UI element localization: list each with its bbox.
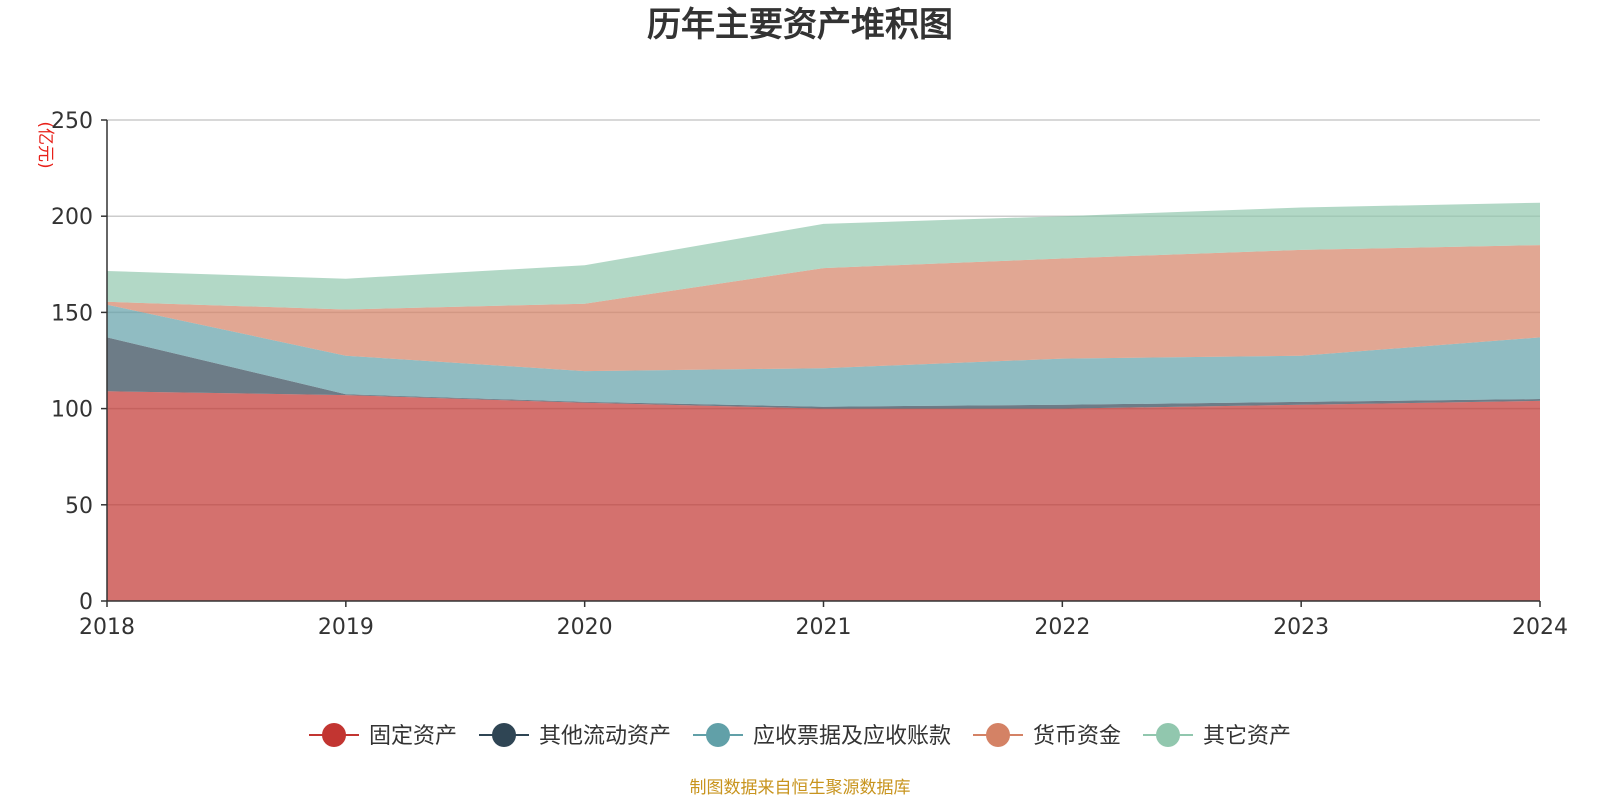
chart-title: 历年主要资产堆积图 (647, 5, 953, 45)
y-tick-label-200: 200 (51, 205, 93, 230)
legend-item-1[interactable]: 其他流动资产 (479, 723, 671, 749)
y-tick-label-250: 250 (51, 109, 93, 134)
legend-item-0[interactable]: 固定资产 (309, 723, 457, 749)
legend-item-4[interactable]: 其它资产 (1143, 723, 1291, 749)
y-tick-label-0: 0 (79, 590, 93, 615)
area-series-4 (107, 202, 1540, 310)
area-series-1 (107, 337, 1540, 409)
source-note: 制图数据来自恒生聚源数据库 (690, 778, 911, 798)
x-tick-label-2022: 2022 (1034, 615, 1090, 640)
x-tick-label-2019: 2019 (318, 615, 374, 640)
y-axis-unit-label: (亿元) (35, 121, 55, 168)
x-tick-label-2020: 2020 (557, 615, 613, 640)
legend-marker-4 (1156, 723, 1180, 747)
legend-label-0: 固定资产 (369, 724, 457, 749)
axes: 0 50 100 150 200 250 2018 2019 2020 2021 2022 2023 2… (51, 109, 1568, 640)
y-tick-label-150: 150 (51, 301, 93, 326)
legend-marker-1 (492, 723, 516, 747)
area-series (107, 202, 1540, 601)
legend-marker-2 (706, 723, 730, 747)
legend-item-2[interactable]: 应收票据及应收账款 (693, 723, 951, 749)
y-tick-label-100: 100 (51, 398, 93, 423)
x-tick-label-2021: 2021 (796, 615, 852, 640)
legend-item-3[interactable]: 货币资金 (973, 723, 1121, 749)
legend-label-4: 其它资产 (1203, 724, 1291, 749)
legend-label-1: 其他流动资产 (539, 724, 671, 749)
legend-label-3: 货币资金 (1033, 724, 1121, 749)
legend-marker-3 (986, 723, 1010, 747)
y-tick-label-50: 50 (65, 494, 93, 519)
x-tick-label-2018: 2018 (79, 615, 135, 640)
area-series-0 (107, 391, 1540, 601)
legend[interactable]: 固定资产 其他流动资产 应收票据及应收账款 货币资金 其它资产 (309, 723, 1291, 749)
legend-marker-0 (322, 723, 346, 747)
legend-label-2: 应收票据及应收账款 (753, 724, 951, 749)
area-series-2 (107, 304, 1540, 407)
x-tick-label-2023: 2023 (1273, 615, 1329, 640)
x-tick-label-2024: 2024 (1512, 615, 1568, 640)
area-series-3 (107, 245, 1540, 372)
